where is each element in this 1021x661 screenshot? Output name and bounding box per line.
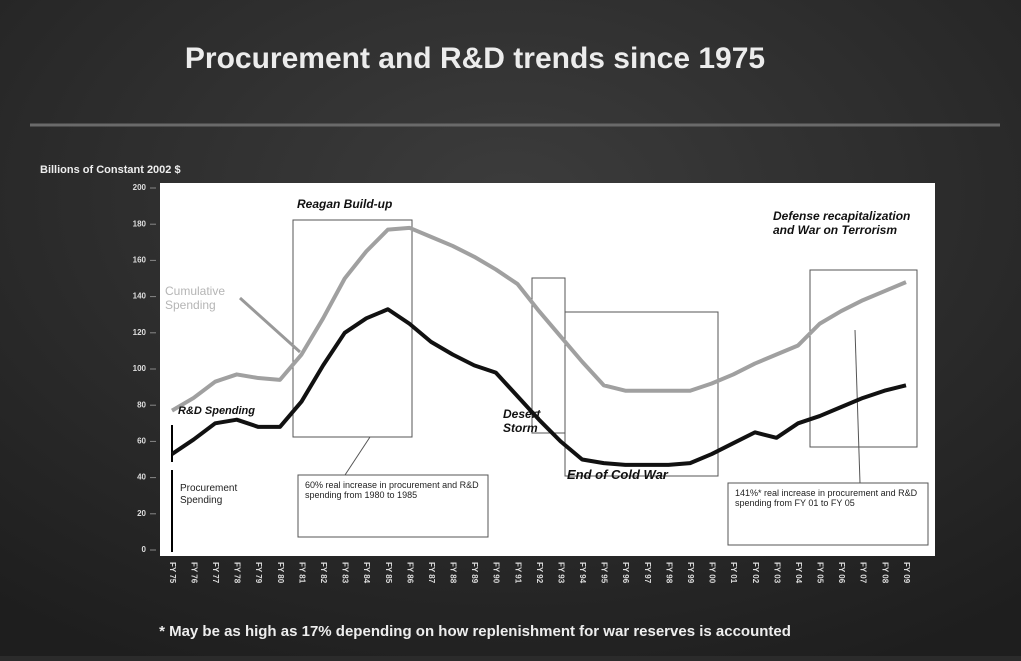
data-line xyxy=(170,225,907,413)
y-tick-label: 60 xyxy=(137,437,146,446)
y-tick-label: 20 xyxy=(137,509,146,518)
reagan-box xyxy=(292,219,413,438)
annotation: Defense recapitalization and War on Terr… xyxy=(773,210,911,237)
footnote: * May be as high as 17% depending on how… xyxy=(159,623,791,640)
annotation: Defense recapitalization and War on Terr… xyxy=(773,210,911,237)
leader-line xyxy=(854,329,861,484)
y-tick-label: 140 xyxy=(133,292,147,301)
x-tick-label: FY 99 xyxy=(686,562,695,584)
x-tick-label: FY 06 xyxy=(837,562,846,584)
series-label: Cumulative Spending xyxy=(165,285,226,312)
x-tick-label: FY 90 xyxy=(492,562,501,584)
annotation-boxes xyxy=(292,219,929,546)
data-line xyxy=(170,307,907,467)
series-label: Procurement Spending xyxy=(180,483,238,506)
x-tick-label: FY 96 xyxy=(621,562,630,584)
x-tick-label: FY 85 xyxy=(384,562,393,584)
y-tick-label: 100 xyxy=(133,364,147,373)
x-tick-label: FY 88 xyxy=(449,562,458,584)
annotation: End of Cold War xyxy=(567,468,668,482)
x-tick-label: FY 08 xyxy=(880,562,889,584)
x-tick-label: FY 82 xyxy=(319,562,328,584)
series-label: Procurement Spending xyxy=(180,483,238,506)
x-tick-label: FY 79 xyxy=(254,562,263,584)
annotation: 60% real increase in procurement and R&D… xyxy=(305,480,479,501)
annotation: Reagan Build-up xyxy=(297,198,393,211)
x-tick-label: FY 02 xyxy=(751,562,760,584)
leader-arrow xyxy=(238,296,302,354)
x-tick-label: FY 01 xyxy=(729,562,738,584)
x-tick-label: FY 92 xyxy=(535,562,544,584)
x-tick-label: FY 84 xyxy=(362,562,371,584)
chart-title: Procurement and R&D trends since 1975 xyxy=(185,42,765,75)
x-tick-label: FY 91 xyxy=(513,562,522,584)
x-tick-label: FY 07 xyxy=(859,562,868,584)
annotation: 60% real increase in procurement and R&D… xyxy=(305,480,479,501)
y-axis-label: Billions of Constant 2002 $ xyxy=(40,164,181,176)
x-tick-label: FY 76 xyxy=(189,562,198,584)
note-box xyxy=(727,482,929,546)
y-tick-label: 200 xyxy=(133,183,147,192)
cold-war-box xyxy=(564,311,719,477)
y-tick-label: 180 xyxy=(133,219,147,228)
y-tick-label: 0 xyxy=(142,545,147,554)
annotation: Desert Storm xyxy=(503,408,541,435)
annotation: 141%* real increase in procurement and R… xyxy=(735,488,918,509)
note-box xyxy=(297,474,489,538)
y-tick-label: 120 xyxy=(133,328,147,337)
annotation: Desert Storm xyxy=(503,408,541,435)
x-tick-label: FY 98 xyxy=(664,562,673,584)
x-tick-label: FY 04 xyxy=(794,562,803,584)
x-tick-label: FY 93 xyxy=(556,562,565,584)
x-tick-label: FY 86 xyxy=(405,562,414,584)
y-tick-label: 40 xyxy=(137,473,146,482)
x-tick-label: FY 00 xyxy=(708,562,717,584)
y-tick-label: 160 xyxy=(133,256,147,265)
x-tick-label: FY 03 xyxy=(772,562,781,584)
x-tick-label: FY 80 xyxy=(276,562,285,584)
series-label: Cumulative Spending xyxy=(165,285,226,312)
x-tick-label: FY 87 xyxy=(427,562,436,584)
x-tick-label: FY 05 xyxy=(816,562,825,584)
defense-box xyxy=(809,269,918,448)
x-tick-label: FY 75 xyxy=(168,562,177,584)
annotation: Reagan Build-up xyxy=(297,198,393,211)
annotation: R&D Spending xyxy=(178,405,255,417)
x-tick-label: FY 83 xyxy=(341,562,350,584)
x-tick-label: FY 81 xyxy=(297,562,306,584)
x-tick-label: FY 94 xyxy=(578,562,587,584)
annotation: End of Cold War xyxy=(567,468,668,482)
x-tick-label: FY 77 xyxy=(211,562,220,584)
x-tick-label: FY 89 xyxy=(470,562,479,584)
annotation: 141%* real increase in procurement and R… xyxy=(735,488,918,509)
x-tick-label: FY 95 xyxy=(600,562,609,584)
y-tick-label: 80 xyxy=(137,400,146,409)
x-tick-label: FY 97 xyxy=(643,562,652,584)
x-tick-label: FY 09 xyxy=(902,562,911,584)
annotation: R&D Spending xyxy=(178,405,255,417)
x-tick-label: FY 78 xyxy=(233,562,242,584)
leader-line xyxy=(344,436,371,476)
